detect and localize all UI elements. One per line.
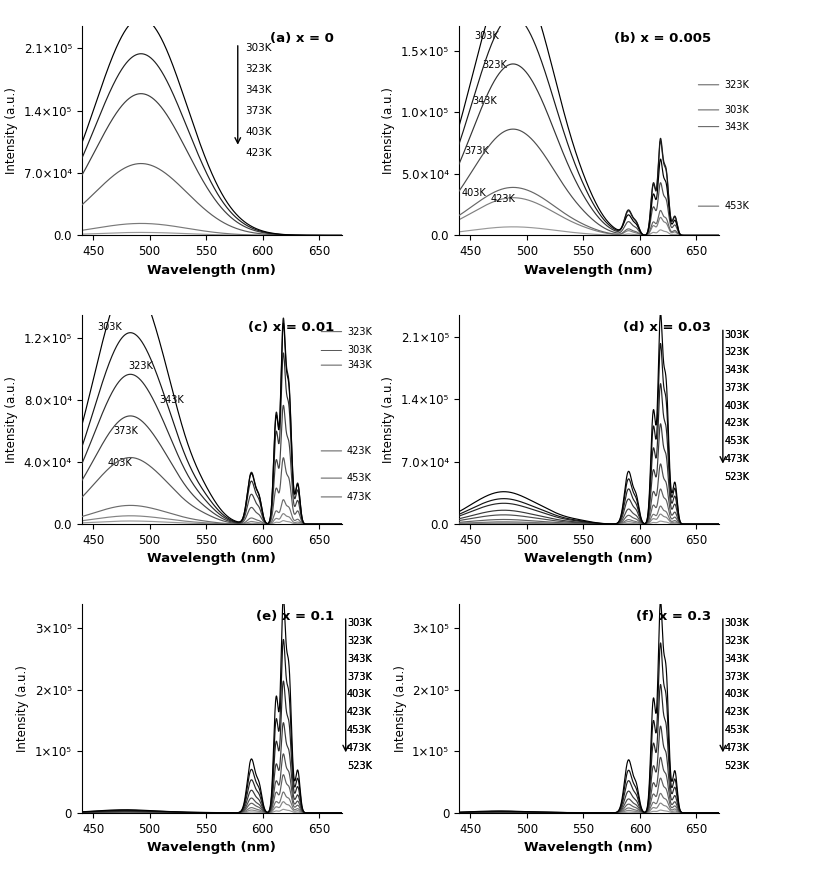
Text: 323K: 323K: [128, 362, 154, 371]
Text: 323K: 323K: [724, 347, 749, 357]
Text: 423K: 423K: [724, 707, 749, 718]
Text: 343K: 343K: [724, 365, 749, 375]
Text: 403K: 403K: [462, 188, 486, 198]
Text: 403K: 403K: [347, 690, 372, 699]
Text: 423K: 423K: [724, 419, 749, 428]
Text: 343K: 343K: [246, 85, 272, 94]
Text: 403K: 403K: [724, 400, 749, 411]
Text: 403K: 403K: [108, 458, 132, 468]
Text: 343K: 343K: [724, 654, 749, 664]
Text: (d) x = 0.03: (d) x = 0.03: [623, 321, 711, 334]
Y-axis label: Intensity (a.u.): Intensity (a.u.): [5, 87, 18, 174]
Text: 453K: 453K: [724, 725, 749, 735]
Y-axis label: Intensity (a.u.): Intensity (a.u.): [16, 665, 29, 752]
Y-axis label: Intensity (a.u.): Intensity (a.u.): [5, 376, 18, 463]
Y-axis label: Intensity (a.u.): Intensity (a.u.): [382, 87, 395, 174]
Text: 373K: 373K: [724, 671, 749, 682]
Text: 323K: 323K: [347, 636, 372, 646]
Text: 523K: 523K: [724, 760, 749, 771]
Text: 373K: 373K: [724, 383, 749, 393]
Text: 343K: 343K: [347, 654, 372, 664]
Text: 303K: 303K: [347, 618, 372, 628]
Text: 523K: 523K: [347, 760, 372, 771]
Text: 423K: 423K: [724, 419, 749, 428]
X-axis label: Wavelength (nm): Wavelength (nm): [147, 264, 276, 277]
X-axis label: Wavelength (nm): Wavelength (nm): [525, 552, 654, 565]
Text: 373K: 373K: [246, 106, 272, 115]
Text: 373K: 373K: [347, 671, 372, 682]
Text: 403K: 403K: [724, 690, 749, 699]
Text: 473K: 473K: [347, 492, 372, 502]
X-axis label: Wavelength (nm): Wavelength (nm): [525, 841, 654, 854]
Text: 453K: 453K: [724, 436, 749, 447]
Text: 343K: 343K: [724, 121, 749, 132]
Text: 403K: 403K: [724, 400, 749, 411]
Text: 343K: 343K: [347, 360, 372, 370]
Text: 323K: 323K: [246, 64, 272, 74]
Text: 423K: 423K: [246, 148, 272, 157]
Text: 423K: 423K: [347, 707, 372, 718]
Text: (a) x = 0: (a) x = 0: [270, 32, 334, 45]
Text: 473K: 473K: [724, 743, 749, 753]
Text: 523K: 523K: [724, 472, 749, 482]
Text: 323K: 323K: [724, 636, 749, 646]
Text: 303K: 303K: [724, 105, 749, 114]
Text: 453K: 453K: [347, 725, 372, 735]
Text: 303K: 303K: [246, 43, 272, 53]
Text: 523K: 523K: [724, 472, 749, 482]
Text: 343K: 343K: [472, 96, 497, 106]
Text: 473K: 473K: [347, 743, 372, 753]
Text: 473K: 473K: [347, 743, 372, 753]
Text: 403K: 403K: [246, 127, 272, 136]
Text: 423K: 423K: [490, 194, 515, 204]
Text: 303K: 303K: [347, 345, 372, 356]
Text: 303K: 303K: [97, 322, 122, 331]
Text: 373K: 373K: [464, 146, 489, 156]
Text: 423K: 423K: [347, 707, 372, 718]
Text: 343K: 343K: [724, 365, 749, 375]
Y-axis label: Intensity (a.u.): Intensity (a.u.): [382, 376, 395, 463]
Text: 303K: 303K: [475, 31, 499, 41]
X-axis label: Wavelength (nm): Wavelength (nm): [147, 841, 276, 854]
Text: 403K: 403K: [347, 690, 372, 699]
X-axis label: Wavelength (nm): Wavelength (nm): [147, 552, 276, 565]
Text: 423K: 423K: [724, 707, 749, 718]
X-axis label: Wavelength (nm): Wavelength (nm): [525, 264, 654, 277]
Text: 323K: 323K: [347, 636, 372, 646]
Text: 343K: 343K: [347, 654, 372, 664]
Text: 323K: 323K: [724, 80, 749, 90]
Text: 453K: 453K: [347, 725, 372, 735]
Text: 453K: 453K: [724, 436, 749, 447]
Text: 373K: 373K: [724, 383, 749, 393]
Text: 403K: 403K: [724, 690, 749, 699]
Text: (f) x = 0.3: (f) x = 0.3: [636, 610, 711, 623]
Text: 303K: 303K: [347, 618, 372, 628]
Text: 473K: 473K: [724, 743, 749, 753]
Text: 373K: 373K: [347, 671, 372, 682]
Text: 323K: 323K: [724, 347, 749, 357]
Text: 323K: 323K: [724, 636, 749, 646]
Text: 373K: 373K: [113, 427, 138, 436]
Text: 453K: 453K: [724, 725, 749, 735]
Text: 423K: 423K: [347, 446, 372, 456]
Text: 373K: 373K: [724, 671, 749, 682]
Y-axis label: Intensity (a.u.): Intensity (a.u.): [394, 665, 407, 752]
Text: (b) x = 0.005: (b) x = 0.005: [614, 32, 711, 45]
Text: 453K: 453K: [724, 201, 749, 212]
Text: 303K: 303K: [724, 329, 749, 340]
Text: 473K: 473K: [724, 454, 749, 464]
Text: 523K: 523K: [347, 760, 372, 771]
Text: 303K: 303K: [724, 618, 749, 628]
Text: 323K: 323K: [482, 60, 507, 70]
Text: (c) x = 0.01: (c) x = 0.01: [248, 321, 334, 334]
Text: (e) x = 0.1: (e) x = 0.1: [256, 610, 334, 623]
Text: 473K: 473K: [724, 454, 749, 464]
Text: 323K: 323K: [347, 327, 372, 336]
Text: 303K: 303K: [724, 329, 749, 340]
Text: 343K: 343K: [160, 395, 185, 405]
Text: 453K: 453K: [347, 473, 372, 483]
Text: 303K: 303K: [724, 618, 749, 628]
Text: 343K: 343K: [724, 654, 749, 664]
Text: 523K: 523K: [724, 760, 749, 771]
